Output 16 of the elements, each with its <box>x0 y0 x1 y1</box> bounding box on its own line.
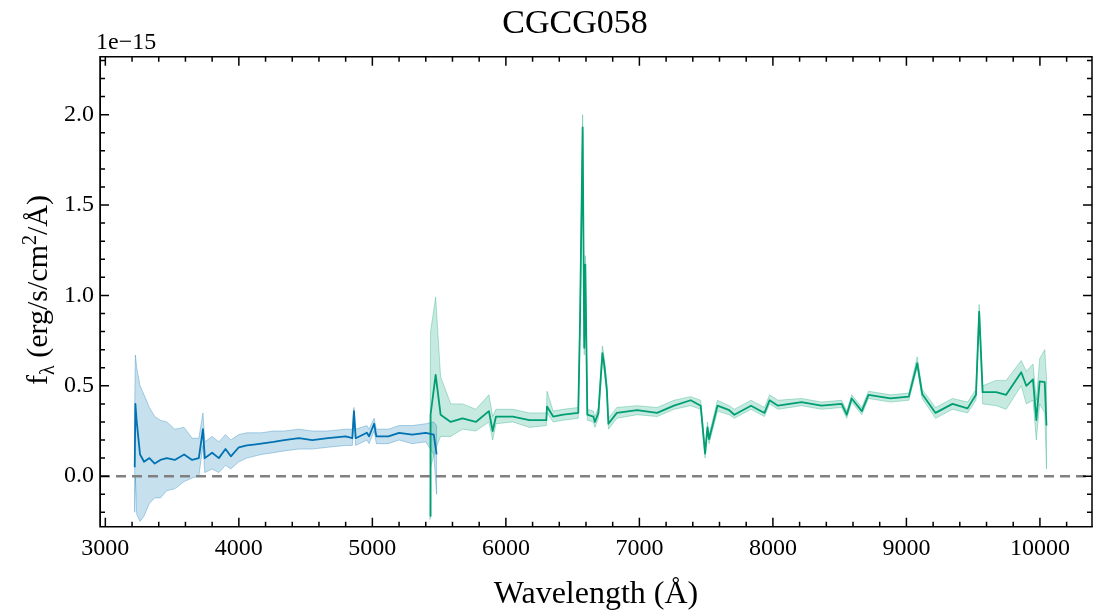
x-tick-label: 3000 <box>81 534 130 561</box>
x-axis-title: Wavelength (Å) <box>493 574 699 611</box>
x-tick-label: 6000 <box>481 534 530 561</box>
text: 1e−15 <box>96 28 157 55</box>
y-tick-label: 1.5 <box>64 190 94 217</box>
x-tick-label: 7000 <box>615 534 664 561</box>
y-tick-label: 0.0 <box>64 461 94 488</box>
x-tick-label: 4000 <box>214 534 263 561</box>
y-tick-label: 1.0 <box>64 280 94 307</box>
x-tick-label: 10000 <box>1009 534 1070 561</box>
y-tick-label: 2.0 <box>64 99 94 126</box>
x-tick-label: 9000 <box>882 534 931 561</box>
x-tick-label: 8000 <box>748 534 797 561</box>
chart-title: CGCG058 <box>502 3 648 41</box>
x-tick-label: 5000 <box>348 534 397 561</box>
y-tick-label: 0.5 <box>64 371 94 398</box>
